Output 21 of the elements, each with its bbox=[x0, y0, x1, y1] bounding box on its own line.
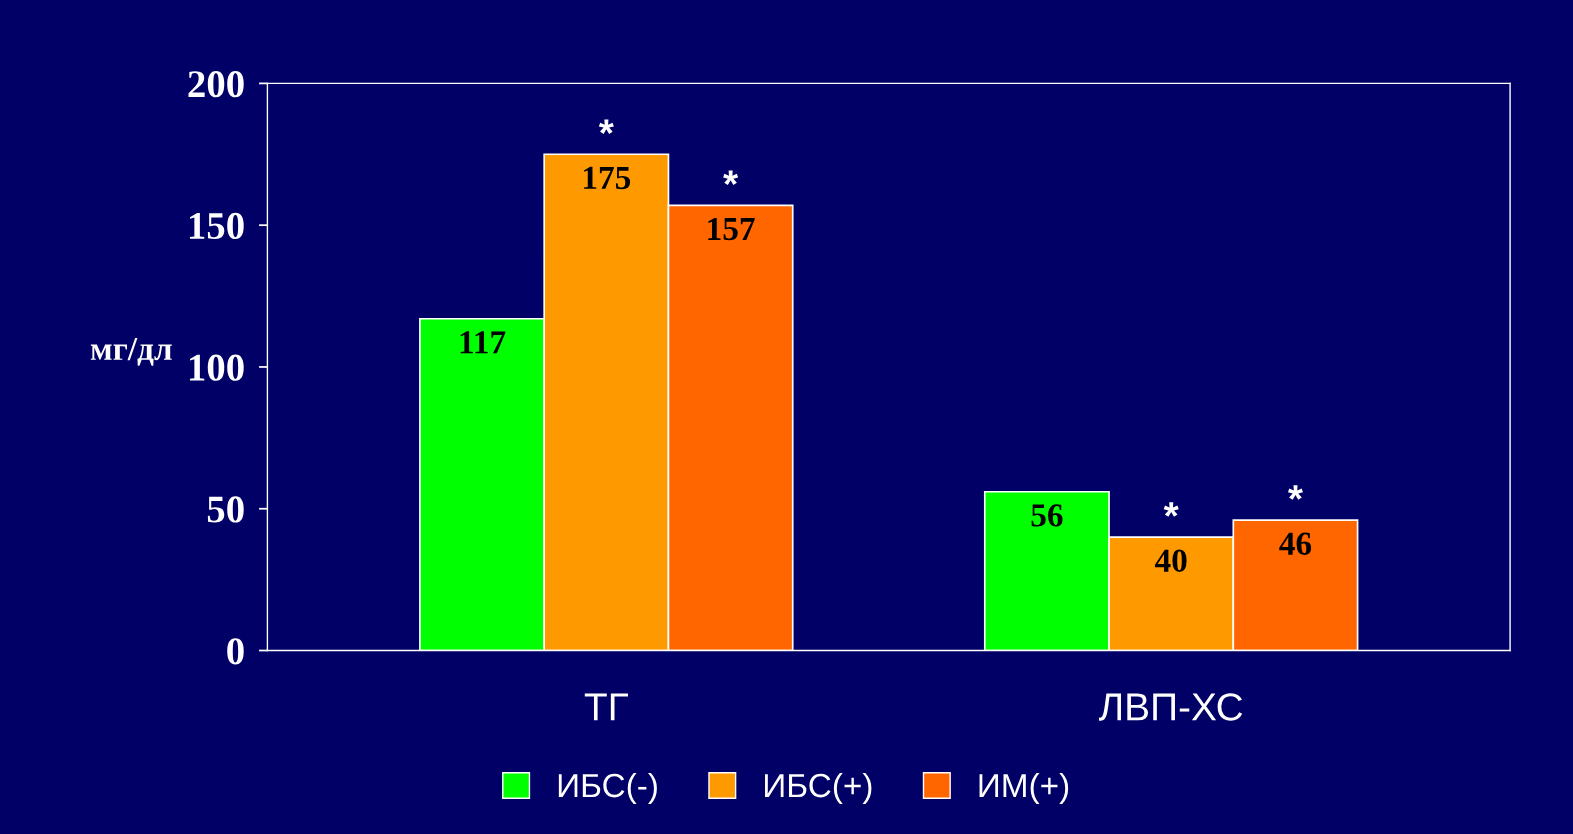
x-tick-label: ЛВП-ХС bbox=[1098, 693, 1243, 721]
annotation: * bbox=[723, 170, 739, 185]
legend-label: ИМ(+) bbox=[979, 772, 1069, 804]
data-label: 117 bbox=[460, 331, 506, 354]
legend-label: ИБС(+) bbox=[765, 772, 872, 804]
annotation: * bbox=[1287, 485, 1303, 500]
x-tick-label: ТГ bbox=[584, 693, 629, 721]
legend-label: ИБС(-) bbox=[558, 772, 657, 804]
y-tick-label: 200 bbox=[188, 71, 244, 98]
data-label: 40 bbox=[1154, 549, 1187, 572]
data-label: 175 bbox=[583, 166, 631, 190]
y-axis-title: мг/дл bbox=[90, 337, 172, 366]
data-label: 46 bbox=[1279, 532, 1312, 555]
y-tick-label: 0 bbox=[227, 638, 244, 665]
y-tick-label: 150 bbox=[189, 212, 244, 240]
data-label: 56 bbox=[1031, 504, 1063, 527]
data-label: 157 bbox=[708, 217, 755, 241]
y-tick-label: 100 bbox=[189, 354, 244, 381]
annotation: * bbox=[1163, 502, 1179, 517]
y-tick-label: 50 bbox=[207, 496, 244, 523]
annotation: * bbox=[598, 119, 614, 134]
